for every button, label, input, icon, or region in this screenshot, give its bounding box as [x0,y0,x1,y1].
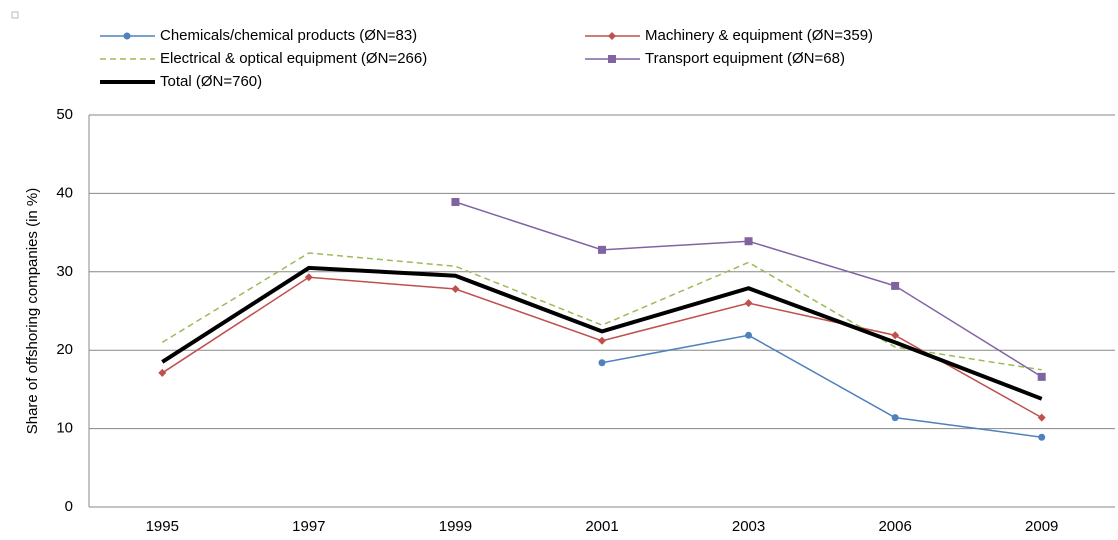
x-tick-label: 2001 [585,518,618,535]
legend-label: Chemicals/chemical products (ØN=83) [160,27,417,44]
marker [1037,413,1046,422]
marker [598,359,606,367]
x-tick-label: 2006 [878,518,911,535]
marker [745,331,753,339]
marker [744,237,753,246]
marker [304,273,313,282]
x-tick-label: 1997 [292,518,325,535]
y-tick-label: 20 [56,341,73,358]
marker [451,198,460,207]
series-line [161,252,1042,371]
marker [451,285,460,294]
marker [1038,433,1046,441]
x-tick-label: 2009 [1025,518,1058,535]
legend-label: Electrical & optical equipment (ØN=266) [160,50,427,67]
marker [891,331,900,340]
y-tick-label: 50 [56,106,73,123]
legend-label: Transport equipment (ØN=68) [645,50,845,67]
x-tick-label: 1995 [146,518,179,535]
icon [11,11,19,19]
legend-label: Total (ØN=760) [160,73,262,90]
marker [598,245,606,254]
series-line [601,334,1042,438]
x-tick-label: 1999 [439,518,472,535]
marker [598,336,606,345]
y-tick-label: 0 [65,498,73,515]
y-axis-label: Share of offshoring companies (in %) [24,188,41,435]
marker [744,299,753,308]
marker [158,368,167,377]
y-tick-label: 30 [56,263,73,280]
marker [123,32,131,40]
marker [1037,372,1046,381]
y-tick-label: 40 [56,184,73,201]
x-tick-label: 2003 [732,518,765,535]
legend-label: Machinery & equipment (ØN=359) [645,27,873,44]
marker [608,32,616,40]
y-tick-label: 10 [56,420,73,437]
marker [891,414,899,422]
marker [891,281,900,290]
marker [608,55,616,63]
series-line [161,265,1043,401]
